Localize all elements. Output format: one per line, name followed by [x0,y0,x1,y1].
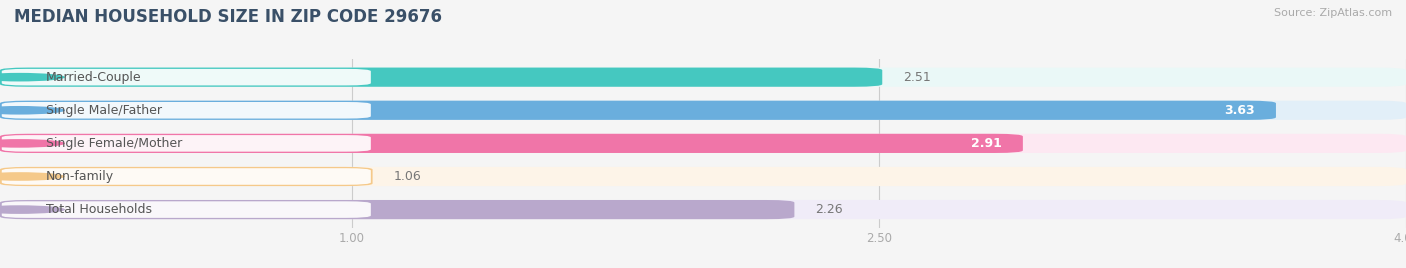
Circle shape [0,205,65,214]
Text: 2.91: 2.91 [972,137,1001,150]
Text: 1.06: 1.06 [394,170,422,183]
Text: Total Households: Total Households [45,203,152,216]
Text: Source: ZipAtlas.com: Source: ZipAtlas.com [1274,8,1392,18]
FancyBboxPatch shape [1,69,371,85]
FancyBboxPatch shape [0,200,1406,219]
Circle shape [0,139,65,148]
Circle shape [0,172,65,181]
Text: 2.51: 2.51 [903,71,931,84]
FancyBboxPatch shape [0,68,1406,87]
FancyBboxPatch shape [1,168,371,185]
FancyBboxPatch shape [0,134,1406,153]
Text: Single Female/Mother: Single Female/Mother [45,137,181,150]
Text: MEDIAN HOUSEHOLD SIZE IN ZIP CODE 29676: MEDIAN HOUSEHOLD SIZE IN ZIP CODE 29676 [14,8,441,26]
Text: 2.26: 2.26 [815,203,844,216]
FancyBboxPatch shape [0,134,1024,153]
Text: Non-family: Non-family [45,170,114,183]
Circle shape [0,73,65,81]
FancyBboxPatch shape [1,201,371,218]
FancyBboxPatch shape [0,101,1406,120]
FancyBboxPatch shape [1,102,371,118]
FancyBboxPatch shape [0,167,1406,186]
FancyBboxPatch shape [1,135,371,152]
Text: 3.63: 3.63 [1225,104,1256,117]
Text: Married-Couple: Married-Couple [45,71,142,84]
FancyBboxPatch shape [0,167,373,186]
Circle shape [0,106,65,115]
Text: Single Male/Father: Single Male/Father [45,104,162,117]
FancyBboxPatch shape [0,101,1277,120]
FancyBboxPatch shape [0,200,794,219]
FancyBboxPatch shape [0,68,883,87]
